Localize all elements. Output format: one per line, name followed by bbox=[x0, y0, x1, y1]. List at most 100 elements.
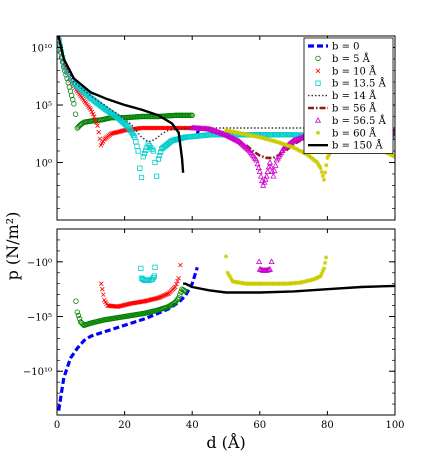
data-point-top-7-55 bbox=[290, 144, 295, 150]
data-point-bottom-3-0 bbox=[138, 265, 144, 271]
series-line-top-8 bbox=[57, 36, 185, 173]
data-point-top-3-72 bbox=[141, 150, 148, 157]
data-point-top-6-31 bbox=[226, 133, 233, 139]
data-point-top-3-70 bbox=[138, 174, 145, 181]
data-point-top-6-34 bbox=[230, 135, 237, 141]
data-point-bottom-1-92 bbox=[182, 288, 189, 295]
data-point-top-6-14 bbox=[206, 125, 213, 132]
data-point-top-6-64 bbox=[264, 168, 271, 174]
data-point-top-1-14 bbox=[71, 101, 77, 107]
data-point-bottom-1-1 bbox=[74, 309, 80, 315]
data-point-top-6-60 bbox=[260, 182, 267, 188]
x-tick-label: 40 bbox=[186, 420, 199, 431]
data-point-top-6-23 bbox=[216, 129, 224, 136]
data-point-bottom-2-2 bbox=[101, 292, 106, 297]
data-point-bottom-7-4 bbox=[229, 277, 234, 282]
data-point-top-6-56 bbox=[255, 164, 262, 171]
data-point-top-7-64 bbox=[301, 150, 306, 155]
legend-swatch bbox=[315, 68, 321, 74]
data-point-bottom-6-11 bbox=[268, 258, 275, 265]
data-point-top-6-41 bbox=[238, 140, 245, 147]
series-line-bottom-0 bbox=[57, 266, 199, 411]
data-point-top-2-35 bbox=[95, 123, 100, 128]
data-point-top-6-61 bbox=[261, 178, 268, 185]
data-point-top-7-79 bbox=[318, 166, 323, 171]
data-point-top-6-29 bbox=[224, 132, 231, 138]
data-point-top-7-47 bbox=[280, 141, 285, 147]
data-point-top-7-82 bbox=[321, 177, 327, 182]
data-point-top-6-63 bbox=[263, 172, 270, 179]
data-point-top-7-141 bbox=[391, 153, 395, 159]
data-point-top-6-17 bbox=[209, 126, 216, 133]
data-point-top-6-25 bbox=[219, 130, 226, 136]
data-point-top-6-26 bbox=[220, 130, 227, 137]
data-point-bottom-1-86 bbox=[175, 295, 182, 301]
data-point-bottom-7-3 bbox=[228, 274, 233, 280]
data-point-top-7-140 bbox=[390, 153, 395, 158]
data-point-bottom-2-66 bbox=[176, 275, 181, 281]
data-point-top-3-73 bbox=[143, 147, 149, 154]
data-point-bottom-7-0 bbox=[223, 254, 229, 259]
data-point-top-2-37 bbox=[97, 136, 103, 142]
data-point-bottom-6-10 bbox=[266, 266, 274, 272]
x-tick-label: 80 bbox=[321, 420, 334, 431]
data-point-top-7-61 bbox=[297, 148, 302, 153]
data-point-bottom-1-3 bbox=[76, 316, 83, 322]
data-point-bottom-7-79 bbox=[319, 271, 324, 276]
data-point-bottom-3-11 bbox=[150, 275, 156, 281]
legend-label: b = 150 Å bbox=[332, 140, 383, 152]
data-point-top-6-30 bbox=[225, 132, 232, 139]
data-point-top-6-79 bbox=[281, 144, 288, 151]
data-point-bottom-2-1 bbox=[100, 286, 105, 292]
data-point-bottom-7-83 bbox=[323, 255, 329, 260]
data-point-bottom-1-2 bbox=[75, 312, 82, 319]
data-point-top-6-71 bbox=[272, 162, 279, 168]
data-point-bottom-7-76 bbox=[316, 274, 321, 280]
data-point-top-7-78 bbox=[317, 164, 322, 169]
data-point-top-7-57 bbox=[292, 145, 298, 151]
data-point-top-7-77 bbox=[316, 162, 321, 167]
data-point-bottom-7-72 bbox=[311, 277, 317, 282]
data-point-bottom-7-73 bbox=[312, 276, 318, 281]
data-point-top-6-38 bbox=[235, 137, 242, 144]
data-point-top-6-36 bbox=[232, 136, 239, 143]
data-point-bottom-7-77 bbox=[317, 274, 322, 279]
legend-swatch bbox=[315, 130, 321, 135]
data-point-top-6-16 bbox=[208, 126, 215, 133]
data-point-top-7-84 bbox=[324, 162, 329, 168]
data-point-top-7-43 bbox=[275, 140, 281, 145]
data-point-top-6-69 bbox=[270, 172, 277, 179]
data-point-top-3-69 bbox=[137, 165, 143, 171]
data-point-top-6-62 bbox=[262, 175, 269, 182]
data-point-top-3-68 bbox=[135, 148, 141, 154]
data-point-top-6-47 bbox=[245, 146, 252, 153]
data-point-top-6-19 bbox=[212, 127, 219, 134]
data-point-top-7-44 bbox=[276, 140, 282, 145]
data-point-bottom-2-0 bbox=[98, 281, 104, 286]
y-tick-label: 10¹⁰ bbox=[31, 44, 52, 55]
data-point-top-2-29 bbox=[88, 107, 94, 112]
data-point-top-6-33 bbox=[229, 134, 236, 141]
data-point-bottom-7-75 bbox=[315, 275, 320, 280]
data-point-bottom-3-13 bbox=[152, 264, 158, 270]
data-point-top-6-67 bbox=[267, 163, 275, 170]
data-point-bottom-1-0 bbox=[73, 298, 79, 304]
x-tick-label: 100 bbox=[385, 420, 404, 431]
data-point-top-7-50 bbox=[284, 142, 289, 148]
axis-ticks: 0 20 40 60 80 100 10¹⁰ 10⁵ 10⁰ −10⁰ −10⁵ −10¹⁰ bbox=[23, 35, 405, 431]
data-point-top-6-24 bbox=[218, 129, 225, 136]
data-point-bottom-7-74 bbox=[313, 276, 319, 281]
data-point-top-2-34 bbox=[94, 120, 99, 125]
data-point-top-6-45 bbox=[243, 144, 250, 151]
data-point-top-6-68 bbox=[269, 168, 276, 174]
data-point-top-7-83 bbox=[322, 170, 328, 175]
data-point-top-6-173 bbox=[391, 130, 395, 136]
data-point-bottom-2-65 bbox=[175, 278, 180, 284]
legend-label: b = 56 Å bbox=[332, 103, 377, 115]
data-point-top-6-27 bbox=[221, 131, 228, 137]
data-point-bottom-7-82 bbox=[322, 260, 328, 266]
data-point-bottom-1-91 bbox=[181, 287, 188, 294]
data-point-top-7-59 bbox=[295, 147, 300, 152]
data-point-top-3-71 bbox=[140, 154, 146, 160]
